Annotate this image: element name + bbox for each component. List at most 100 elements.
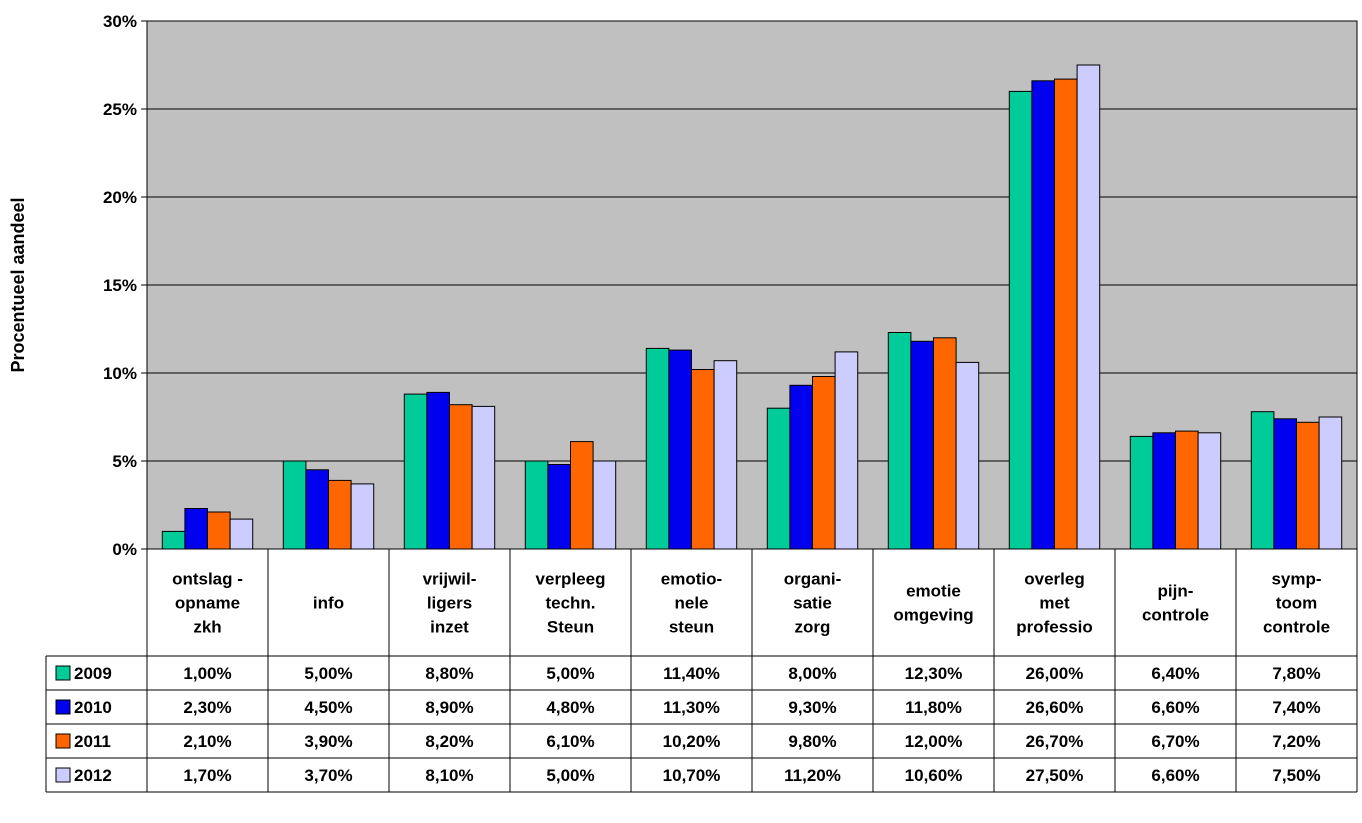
category-label: ontslag - — [172, 570, 243, 589]
category-label: overleg — [1024, 570, 1084, 589]
category-label: ligers — [427, 594, 472, 613]
data-table-cell: 8,20% — [425, 732, 473, 751]
bar-2011-4 — [570, 441, 594, 550]
data-table-cell: 8,10% — [425, 766, 473, 785]
data-table-cell: 11,20% — [784, 766, 841, 785]
bar-2010-7 — [910, 340, 935, 550]
bar-2012-5 — [713, 360, 738, 550]
category-label: toom — [1276, 594, 1318, 613]
category-label: emotie — [906, 582, 961, 601]
data-table-cell: 4,80% — [546, 698, 594, 717]
y-tick-label: 0% — [112, 540, 137, 559]
bar-2010-6 — [789, 384, 814, 550]
data-table-cell: 11,40% — [663, 664, 720, 683]
bar-2009-8 — [1008, 90, 1033, 550]
bar-2009-9 — [1129, 435, 1154, 550]
bar-2009-6 — [766, 407, 791, 550]
legend-key-2009 — [55, 665, 71, 681]
bar-2010-2 — [305, 469, 329, 550]
data-table-cell: 3,90% — [304, 732, 352, 751]
data-table-cell: 7,40% — [1272, 698, 1320, 717]
bar-2009-1 — [161, 530, 186, 550]
category-label: satie — [793, 594, 832, 613]
bar-2011-9 — [1175, 430, 1199, 550]
category-label: zorg — [795, 618, 831, 637]
bar-2012-9 — [1197, 432, 1222, 550]
bar-2012-4 — [592, 460, 617, 550]
category-label: emotio- — [661, 570, 722, 589]
data-table-cell: 26,60% — [1026, 698, 1084, 717]
category-label: symp- — [1271, 570, 1321, 589]
bar-2011-7 — [933, 337, 957, 550]
y-tick-label: 25% — [103, 100, 137, 119]
data-table-cell: 6,40% — [1151, 664, 1199, 683]
data-table-cell: 11,80% — [905, 698, 962, 717]
category-label: opname — [175, 594, 240, 613]
data-table-cell: 5,00% — [304, 664, 352, 683]
legend-key-2011 — [55, 733, 71, 749]
bar-2012-1 — [229, 518, 254, 550]
bar-2010-4 — [547, 464, 572, 550]
category-label: professio — [1016, 618, 1093, 637]
bar-2011-3 — [449, 404, 473, 550]
bar-2010-8 — [1031, 80, 1056, 550]
category-label: steun — [669, 618, 714, 637]
bar-2010-9 — [1152, 432, 1177, 550]
data-table-cell: 6,10% — [546, 732, 594, 751]
data-table-cell: 4,50% — [304, 698, 352, 717]
bar-2012-7 — [955, 361, 980, 550]
category-label: organi- — [784, 570, 842, 589]
category-label: zkh — [193, 618, 221, 637]
bar-2010-3 — [426, 391, 450, 550]
category-label: controle — [1142, 606, 1209, 625]
bar-2011-2 — [328, 479, 352, 550]
data-table-cell: 27,50% — [1026, 766, 1084, 785]
y-tick-label: 30% — [103, 12, 137, 31]
data-table-cell: 12,00% — [905, 732, 963, 751]
category-label: info — [313, 594, 344, 613]
category-label: omgeving — [893, 606, 973, 625]
y-axis-label: Procentueel aandeel — [8, 197, 28, 372]
data-table-cell: 1,00% — [183, 664, 231, 683]
data-table-cell: 2,10% — [183, 732, 231, 751]
category-label: met — [1039, 594, 1070, 613]
data-table-cell: 6,70% — [1151, 732, 1199, 751]
category-label: techn. — [545, 594, 595, 613]
data-table-cell: 3,70% — [304, 766, 352, 785]
data-table-cell: 12,30% — [905, 664, 963, 683]
bar-2012-6 — [834, 351, 859, 550]
data-table-cell: 2,30% — [183, 698, 231, 717]
data-table-cell: 5,00% — [546, 766, 594, 785]
data-table-cell: 10,70% — [663, 766, 721, 785]
bar-2009-4 — [524, 460, 549, 550]
data-table-cell: 11,30% — [663, 698, 720, 717]
data-table-cell: 7,20% — [1272, 732, 1320, 751]
bar-2009-10 — [1250, 411, 1275, 550]
data-table-cell: 9,80% — [788, 732, 836, 751]
bar-2011-6 — [812, 376, 836, 550]
bar-2012-3 — [471, 405, 496, 550]
data-table-cell: 9,30% — [788, 698, 836, 717]
legend-label: 2010 — [74, 698, 112, 717]
bar-2012-2 — [350, 483, 375, 550]
legend-label: 2012 — [74, 766, 112, 785]
data-table-cell: 6,60% — [1151, 766, 1199, 785]
category-label: pijn- — [1158, 582, 1194, 601]
category-label: verpleeg — [536, 570, 606, 589]
y-tick-label: 15% — [103, 276, 137, 295]
data-table-cell: 26,70% — [1026, 732, 1084, 751]
data-table-cell: 5,00% — [546, 664, 594, 683]
bar-2009-7 — [887, 332, 912, 550]
bar-2011-8 — [1054, 78, 1078, 550]
bar-2011-5 — [691, 369, 715, 550]
category-label: controle — [1263, 618, 1330, 637]
category-label: inzet — [430, 618, 469, 637]
bar-2009-5 — [645, 347, 670, 550]
bar-2010-1 — [184, 508, 208, 550]
y-tick-label: 20% — [103, 188, 137, 207]
bar-2010-5 — [668, 349, 693, 550]
data-table-cell: 7,80% — [1272, 664, 1320, 683]
data-table-cell: 8,80% — [425, 664, 473, 683]
bar-2011-1 — [207, 511, 231, 550]
